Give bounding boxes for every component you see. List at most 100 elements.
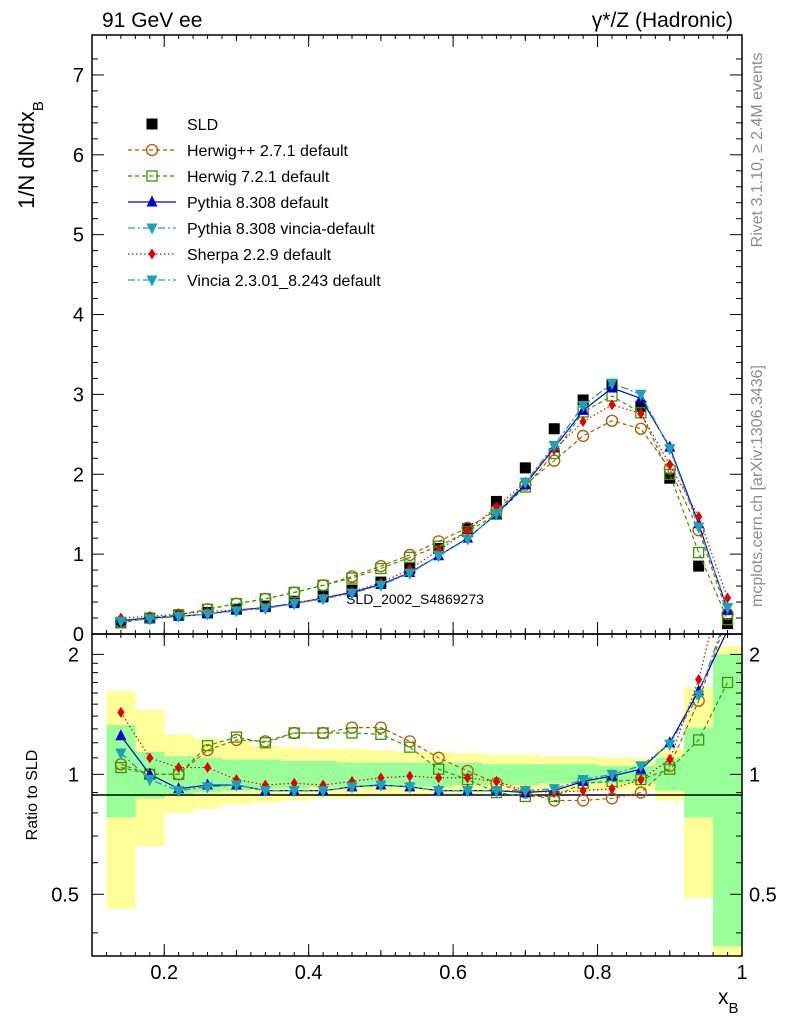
main-series-point — [230, 606, 242, 618]
main-series-point — [721, 613, 734, 626]
ratio-series-point — [435, 772, 443, 784]
main-y-tick-label: 7 — [73, 65, 84, 87]
x-tick-label: 0.8 — [584, 962, 612, 984]
main-series-point — [490, 508, 502, 520]
legend-marker — [146, 275, 158, 287]
legend-label: Pythia 8.308 vincia-default — [187, 221, 375, 238]
axes-group: 0.2 0.4 0.6 0.8 1 0 1 2 3 4 5 6 7 0.5 0.5 1 1 2 2 — [51, 35, 777, 984]
ratio-series-point — [693, 734, 705, 746]
main-y-tick-label: 3 — [73, 384, 84, 406]
main-series-point — [664, 472, 676, 484]
mcplots-label: mcplots.cern.ch [arXiv:1306.3436] — [749, 365, 766, 607]
ratio-series-point — [490, 786, 502, 798]
main-series-point — [722, 603, 734, 615]
main-series-point — [490, 495, 502, 507]
ratio-series-point — [606, 769, 618, 781]
ratio-series-point — [375, 780, 387, 792]
ratio-series-point — [115, 761, 127, 774]
ratio-uncertainty-bands — [106, 645, 742, 956]
ratio-series-point — [492, 775, 501, 787]
legend: SLD Herwig++ 2.7.1 default Herwig 7.2.1 de… — [128, 117, 381, 290]
ratio-series-point — [288, 786, 300, 798]
ratio-series-point — [577, 775, 589, 787]
ratio-series-point — [144, 775, 156, 787]
main-series-point — [635, 400, 647, 412]
ratio-y-axis-label: Ratio to SLD — [24, 750, 41, 841]
main-y-tick-label: 6 — [73, 145, 84, 167]
ratio-series-point — [346, 782, 358, 794]
ratio-series-line — [120, 634, 711, 794]
ratio-series-point — [635, 761, 647, 773]
main-series-point — [693, 546, 705, 559]
ratio-series-point — [724, 557, 731, 568]
x-tick-label: 0.6 — [439, 962, 467, 984]
main-series-point — [346, 572, 358, 584]
main-y-tick-label: 4 — [73, 305, 84, 327]
ratio-series-point — [317, 786, 329, 798]
ratio-y-tick-label: 1 — [68, 764, 79, 786]
rivet-label: Rivet 3.1.10, ≥ 2.4M events — [749, 53, 766, 248]
main-y-tick-label: 0 — [73, 624, 84, 646]
ratio-plot-frame — [91, 633, 743, 957]
ratio-y-tick-label-right: 1 — [749, 764, 760, 786]
ratio-series-point — [404, 741, 416, 753]
ratio-series-line — [120, 634, 721, 792]
main-series-point — [375, 580, 387, 592]
x-axis-label: xB — [718, 986, 739, 1017]
ratio-series-point — [202, 782, 214, 794]
ratio-series-point — [579, 785, 587, 797]
ratio-band-inner — [106, 724, 136, 818]
main-series-point — [202, 609, 214, 621]
main-y-tick-label: 2 — [73, 464, 84, 486]
ratio-series-point — [175, 762, 183, 774]
ratio-series-point — [664, 739, 676, 751]
main-series-point — [637, 408, 645, 420]
watermark: SLD_2002_S4869273 — [346, 591, 484, 607]
header-left: 91 GeV ee — [102, 9, 202, 32]
ratio-series-point — [406, 770, 414, 782]
ratio-series-point — [230, 780, 242, 792]
ratio-series-point — [693, 690, 705, 702]
legend-marker — [146, 170, 158, 182]
ratio-series-point — [721, 676, 734, 689]
main-series-point — [608, 399, 616, 411]
ratio-series-point — [637, 774, 645, 786]
main-series-point — [634, 422, 648, 435]
ratio-series-point — [404, 782, 416, 794]
main-series-point — [548, 454, 561, 467]
legend-label: Vincia 2.3.01_8.243 default — [187, 273, 381, 290]
legend-label: Pythia 8.308 default — [187, 195, 329, 212]
main-series-point — [695, 511, 703, 523]
ratio-series-point — [201, 740, 214, 752]
main-y-tick-label: 1 — [73, 544, 84, 566]
x-tick-label: 1 — [736, 962, 747, 984]
ratio-series-point — [375, 728, 387, 740]
main-series-point — [462, 534, 474, 546]
main-series-point — [666, 459, 674, 471]
main-y-tick-label: 5 — [73, 225, 84, 247]
main-series-point — [404, 551, 416, 563]
x-tick-label: 0.4 — [295, 962, 323, 984]
main-series-point — [548, 423, 560, 435]
ratio-series-point — [230, 731, 243, 743]
main-series-point — [317, 579, 329, 591]
ratio-series-point — [115, 748, 127, 760]
main-series-line — [120, 404, 729, 619]
main-series-point — [173, 611, 185, 623]
ratio-series-point — [259, 737, 271, 749]
ratio-band-inner — [510, 764, 541, 786]
ratio-series-group — [114, 557, 734, 807]
main-y-axis-label: 1/N dN/dxB — [14, 101, 47, 209]
ratio-y-tick-label: 2 — [68, 644, 79, 666]
main-series-point — [288, 599, 300, 611]
x-tick-label: 0.2 — [150, 962, 178, 984]
main-series-point — [519, 462, 531, 474]
main-series-point — [115, 616, 127, 628]
ratio-series-point — [146, 752, 154, 764]
main-series-point — [463, 525, 472, 537]
ratio-series-point — [548, 784, 560, 796]
main-series-point — [576, 429, 590, 443]
ratio-series-line — [120, 682, 729, 798]
main-series-point — [722, 618, 734, 630]
